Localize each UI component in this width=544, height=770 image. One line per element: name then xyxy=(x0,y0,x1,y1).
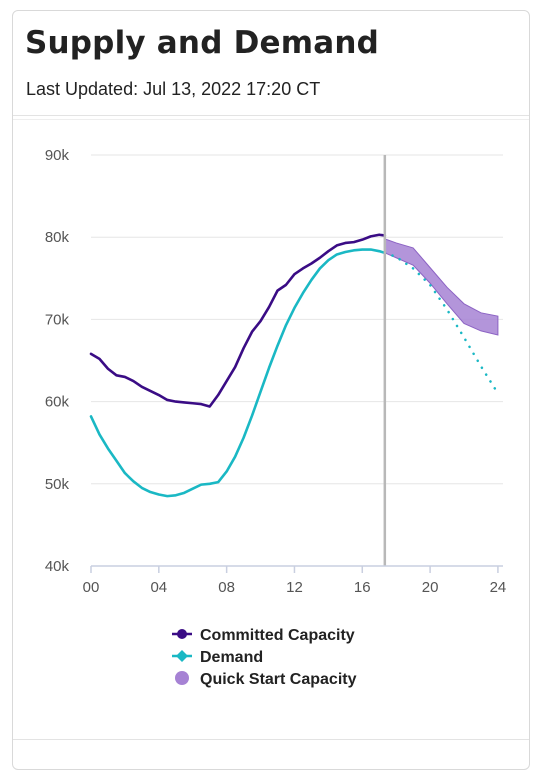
legend-label: Quick Start Capacity xyxy=(200,671,357,688)
x-tick-label: 20 xyxy=(422,579,439,596)
card-title: Supply and Demand xyxy=(25,25,380,61)
header-divider xyxy=(13,115,529,116)
x-tick-label: 08 xyxy=(218,579,235,596)
legend-dot-icon xyxy=(177,629,187,639)
demand-forecast-line xyxy=(383,251,500,395)
demand-line xyxy=(89,248,387,498)
legend-item-demand[interactable]: Demand xyxy=(172,649,263,666)
x-tick-label: 16 xyxy=(354,579,371,596)
legend-item-committed[interactable]: Committed Capacity xyxy=(172,627,355,644)
header-divider-secondary xyxy=(13,119,529,120)
grid-layer xyxy=(91,154,503,485)
committed-line xyxy=(89,233,387,408)
y-tick-label: 50k xyxy=(45,476,70,493)
supply-demand-card: Supply and Demand Last Updated: Jul 13, … xyxy=(12,10,530,770)
y-tick-label: 40k xyxy=(45,558,70,575)
y-tick-label: 60k xyxy=(45,394,70,411)
y-tick-label: 70k xyxy=(45,311,70,328)
quick-start-capacity-band xyxy=(384,238,499,336)
x-tick-label: 24 xyxy=(490,579,507,596)
y-tick-label: 80k xyxy=(45,229,70,246)
y-tick-label: 90k xyxy=(45,147,70,164)
series-line-layer xyxy=(89,233,500,498)
x-tick-label: 00 xyxy=(83,579,100,596)
footer-divider xyxy=(13,739,529,740)
legend-circle-icon xyxy=(175,671,189,685)
supply-demand-chart: 40k 50k 60k 70k 80k 90k 00 04 08 12 16 20 24 Committ… xyxy=(45,147,506,688)
x-tick-label: 12 xyxy=(286,579,303,596)
legend-label: Demand xyxy=(200,649,263,666)
quick-start-band-layer xyxy=(384,238,499,336)
legend-item-quick_start[interactable]: Quick Start Capacity xyxy=(175,671,357,688)
legend[interactable]: Committed Capacity Demand Quick Start Capa… xyxy=(172,627,357,688)
x-tick-label: 04 xyxy=(150,579,167,596)
last-updated-text: Last Updated: Jul 13, 2022 17:20 CT xyxy=(26,79,321,99)
axis-layer: 40k 50k 60k 70k 80k 90k 00 04 08 12 16 20 24 xyxy=(45,147,506,596)
legend-label: Committed Capacity xyxy=(200,627,355,644)
legend-diamond-icon xyxy=(176,650,188,662)
